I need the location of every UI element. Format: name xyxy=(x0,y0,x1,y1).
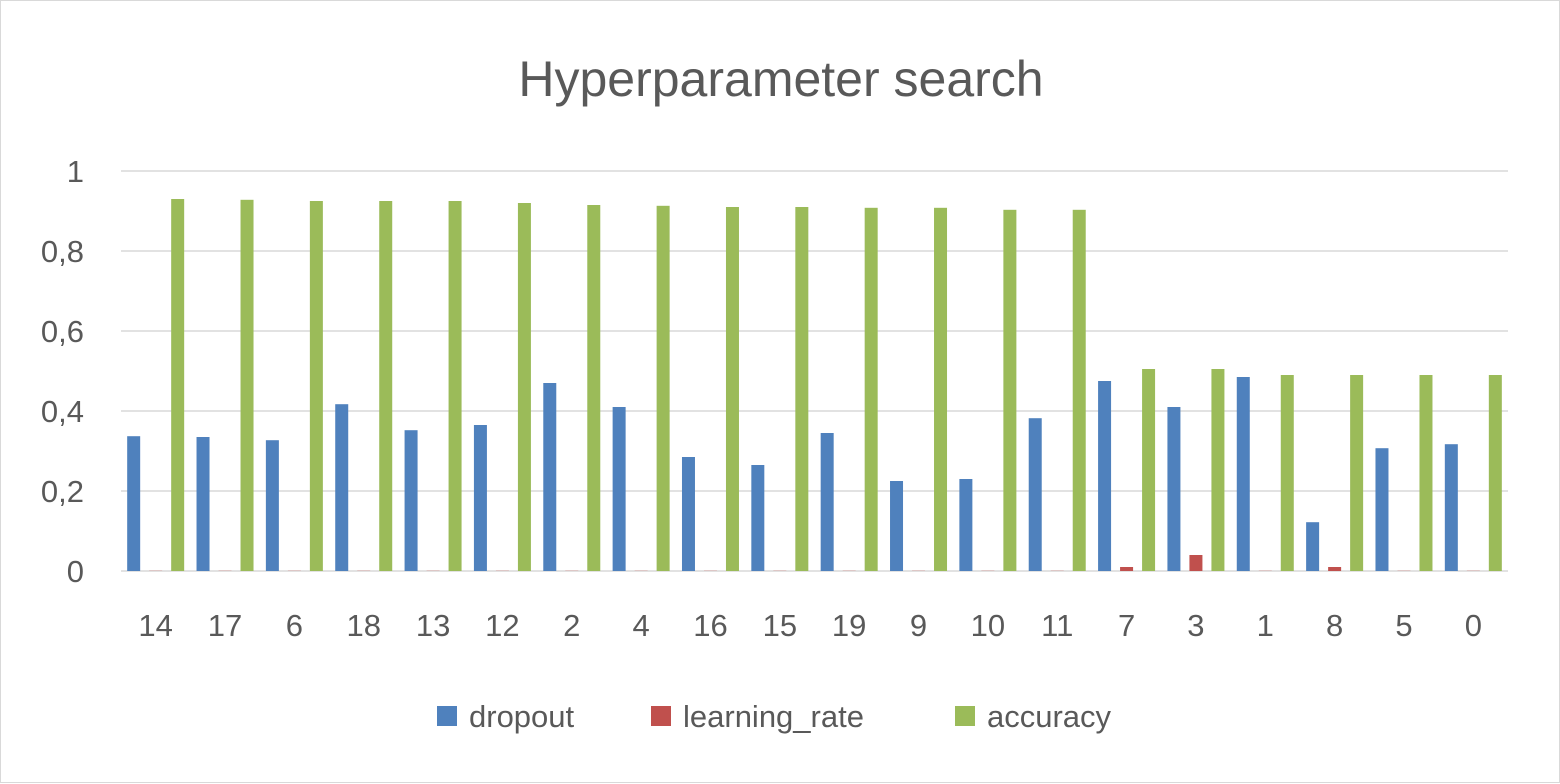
x-tick-label: 6 xyxy=(286,608,303,643)
bar-dropout-13 xyxy=(405,430,418,571)
bar-dropout-19 xyxy=(821,433,834,571)
bar-accuracy-12 xyxy=(518,203,531,571)
gridlines xyxy=(121,171,1508,571)
legend-swatch-learning_rate xyxy=(651,706,671,726)
legend: dropout learning_rate accuracy xyxy=(437,699,1112,734)
bar-accuracy-11 xyxy=(1073,210,1086,571)
bar-dropout-15 xyxy=(751,465,764,571)
chart-title: Hyperparameter search xyxy=(518,51,1043,107)
bar-accuracy-6 xyxy=(310,201,323,571)
bar-accuracy-10 xyxy=(1003,210,1016,571)
bar-accuracy-18 xyxy=(379,201,392,571)
x-tick-label: 11 xyxy=(1041,608,1073,643)
x-tick-label: 9 xyxy=(910,608,927,643)
x-tick-label: 7 xyxy=(1118,608,1135,643)
bar-accuracy-3 xyxy=(1211,369,1224,571)
y-tick-label: 0,2 xyxy=(41,474,84,509)
y-tick-label: 0,4 xyxy=(41,394,84,429)
x-tick-label: 10 xyxy=(971,608,1005,643)
x-tick-label: 14 xyxy=(138,608,172,643)
x-tick-label: 19 xyxy=(832,608,866,643)
x-tick-label: 12 xyxy=(485,608,519,643)
x-tick-label: 3 xyxy=(1187,608,1204,643)
bar-dropout-12 xyxy=(474,425,487,571)
y-axis-ticks: 0 0,2 0,4 0,6 0,8 1 xyxy=(41,154,84,589)
bar-dropout-2 xyxy=(543,383,556,571)
y-tick-label: 0 xyxy=(67,554,84,589)
x-tick-label: 0 xyxy=(1465,608,1482,643)
bar-dropout-7 xyxy=(1098,381,1111,571)
x-tick-label: 15 xyxy=(763,608,797,643)
bar-dropout-9 xyxy=(890,481,903,571)
x-tick-label: 8 xyxy=(1326,608,1343,643)
bar-dropout-3 xyxy=(1167,407,1180,571)
legend-swatch-accuracy xyxy=(955,706,975,726)
bar-accuracy-16 xyxy=(726,207,739,571)
bar-accuracy-7 xyxy=(1142,369,1155,571)
bar-accuracy-9 xyxy=(934,208,947,571)
bar-accuracy-4 xyxy=(657,206,670,571)
bar-accuracy-17 xyxy=(241,200,254,571)
x-tick-label: 13 xyxy=(416,608,450,643)
y-tick-label: 0,8 xyxy=(41,234,84,269)
bar-dropout-4 xyxy=(613,407,626,571)
bar-accuracy-2 xyxy=(587,205,600,571)
bar-dropout-18 xyxy=(335,404,348,571)
bar-dropout-10 xyxy=(959,479,972,571)
x-tick-label: 16 xyxy=(693,608,727,643)
legend-label-dropout: dropout xyxy=(469,699,575,734)
x-tick-label: 1 xyxy=(1257,608,1274,643)
y-tick-label: 0,6 xyxy=(41,314,84,349)
bar-accuracy-8 xyxy=(1350,375,1363,571)
legend-label-learning_rate: learning_rate xyxy=(683,699,864,734)
bar-accuracy-0 xyxy=(1489,375,1502,571)
x-tick-label: 2 xyxy=(563,608,580,643)
bar-dropout-1 xyxy=(1237,377,1250,571)
bar-accuracy-15 xyxy=(795,207,808,571)
bar-dropout-16 xyxy=(682,457,695,571)
x-tick-label: 18 xyxy=(346,608,380,643)
bar-dropout-11 xyxy=(1029,418,1042,571)
bar-accuracy-14 xyxy=(171,199,184,571)
bar-accuracy-13 xyxy=(449,201,462,571)
bar-dropout-0 xyxy=(1445,444,1458,571)
x-tick-label: 5 xyxy=(1395,608,1412,643)
bar-accuracy-1 xyxy=(1281,375,1294,571)
bar-dropout-5 xyxy=(1375,448,1388,571)
bars xyxy=(127,199,1502,571)
x-tick-label: 4 xyxy=(633,608,650,643)
bar-dropout-17 xyxy=(197,437,210,571)
bar-learning_rate-8 xyxy=(1328,567,1341,571)
bar-accuracy-5 xyxy=(1419,375,1432,571)
legend-swatch-dropout xyxy=(437,706,457,726)
bar-learning_rate-3 xyxy=(1189,555,1202,571)
legend-label-accuracy: accuracy xyxy=(987,699,1112,734)
bar-learning_rate-7 xyxy=(1120,567,1133,571)
bar-dropout-14 xyxy=(127,436,140,571)
x-tick-label: 17 xyxy=(208,608,242,643)
y-tick-label: 1 xyxy=(67,154,84,189)
bar-accuracy-19 xyxy=(865,208,878,571)
bar-dropout-8 xyxy=(1306,522,1319,571)
bar-dropout-6 xyxy=(266,440,279,571)
